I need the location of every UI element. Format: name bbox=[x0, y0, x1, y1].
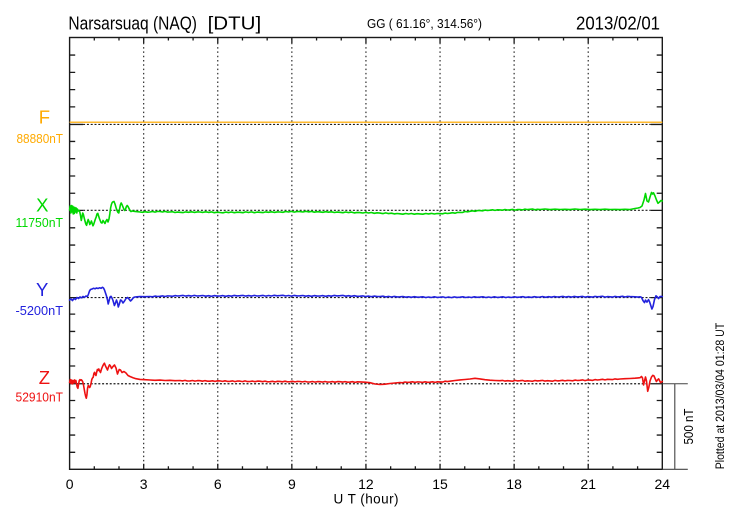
svg-text:0: 0 bbox=[66, 476, 74, 492]
svg-text:F: F bbox=[39, 107, 50, 128]
svg-text:Plotted at 2013/03/04 01:28 UT: Plotted at 2013/03/04 01:28 UT bbox=[715, 323, 727, 470]
svg-text:11750nT: 11750nT bbox=[16, 216, 64, 230]
svg-text:Narsarsuaq (NAQ): Narsarsuaq (NAQ) bbox=[68, 14, 197, 34]
svg-text:[DTU]: [DTU] bbox=[208, 14, 262, 34]
svg-text:24: 24 bbox=[655, 476, 671, 492]
svg-text:18: 18 bbox=[506, 476, 522, 492]
svg-text:X: X bbox=[36, 194, 48, 215]
svg-text:500 nT: 500 nT bbox=[681, 408, 696, 444]
svg-text:88880nT: 88880nT bbox=[17, 132, 64, 146]
svg-text:9: 9 bbox=[288, 476, 296, 492]
svg-text:6: 6 bbox=[214, 476, 222, 492]
svg-text:3: 3 bbox=[140, 476, 148, 492]
svg-text:Z: Z bbox=[39, 367, 50, 388]
svg-text:GG ( 61.16°, 314.56°): GG ( 61.16°, 314.56°) bbox=[367, 16, 482, 31]
svg-text:15: 15 bbox=[432, 476, 448, 492]
svg-text:2013/02/01: 2013/02/01 bbox=[576, 14, 660, 34]
svg-text:U T (hour): U T (hour) bbox=[334, 492, 399, 507]
svg-text:52910nT: 52910nT bbox=[16, 391, 64, 405]
svg-text:12: 12 bbox=[358, 476, 374, 492]
svg-text:-5200nT: -5200nT bbox=[16, 304, 64, 318]
svg-text:21: 21 bbox=[580, 476, 596, 492]
svg-text:Y: Y bbox=[36, 279, 48, 300]
